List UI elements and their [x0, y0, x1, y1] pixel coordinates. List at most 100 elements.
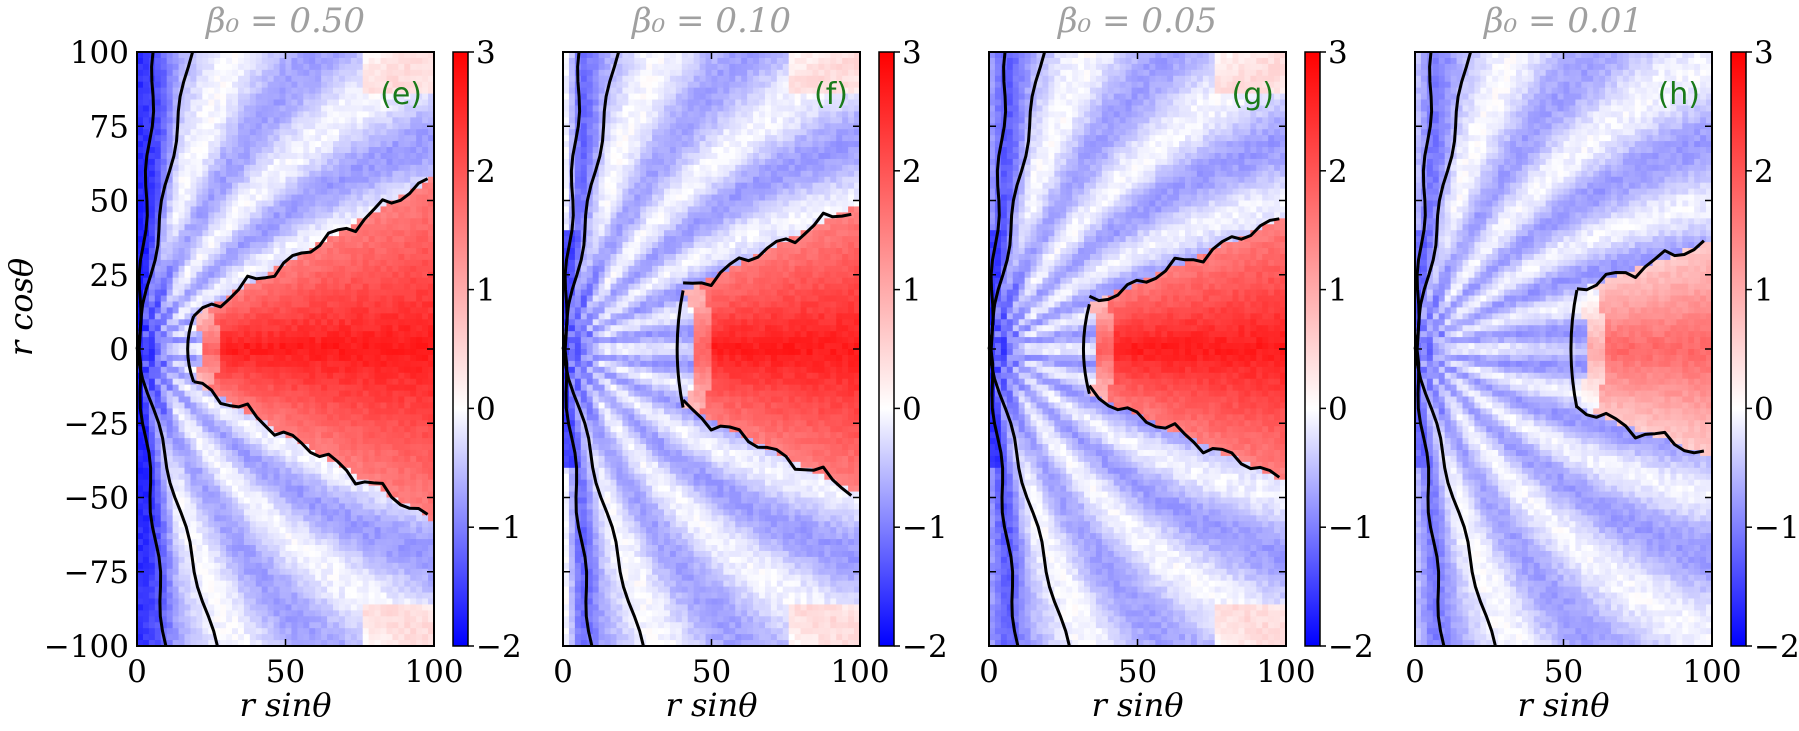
heatmap-cell — [369, 616, 376, 623]
heatmap-cell — [404, 539, 411, 546]
heatmap-cell — [297, 82, 304, 89]
heatmap-cell — [303, 521, 310, 528]
heatmap-cell — [363, 278, 370, 285]
heatmap-cell — [173, 272, 180, 279]
heatmap-cell — [357, 492, 364, 499]
heatmap-cell — [303, 355, 310, 362]
heatmap-cell — [226, 533, 233, 540]
heatmap-cell — [309, 498, 316, 505]
heatmap-cell — [297, 539, 304, 546]
heatmap-cell — [202, 123, 209, 130]
heatmap-cell — [196, 153, 203, 160]
heatmap-cell — [185, 272, 192, 279]
heatmap-cell — [280, 278, 287, 285]
heatmap-cell — [297, 426, 304, 433]
heatmap-cell — [327, 581, 334, 588]
heatmap-cell — [220, 432, 227, 439]
heatmap-cell — [262, 105, 269, 112]
heatmap-cell — [315, 557, 322, 564]
heatmap-cell — [392, 355, 399, 362]
heatmap-cell — [161, 135, 168, 142]
heatmap-cell — [297, 212, 304, 219]
heatmap-cell — [256, 486, 263, 493]
heatmap-cell — [208, 153, 215, 160]
heatmap-cell — [214, 367, 221, 374]
heatmap-cell — [250, 337, 257, 344]
heatmap-cell — [369, 313, 376, 320]
heatmap-cell — [250, 88, 257, 95]
heatmap-cell — [226, 569, 233, 576]
heatmap-cell — [416, 301, 423, 308]
heatmap-cell — [244, 361, 251, 368]
heatmap-cell — [268, 218, 275, 225]
heatmap-cell — [333, 111, 340, 118]
heatmap-cell — [315, 123, 322, 130]
heatmap-cell — [179, 385, 186, 392]
heatmap-cell — [238, 581, 245, 588]
heatmap-cell — [375, 123, 382, 130]
heatmap-cell — [196, 58, 203, 65]
heatmap-cell — [214, 450, 221, 457]
heatmap-cell — [280, 105, 287, 112]
heatmap-cell — [297, 177, 304, 184]
heatmap-cell — [315, 569, 322, 576]
heatmap-cell — [167, 272, 174, 279]
heatmap-cell — [268, 212, 275, 219]
heatmap-cell — [381, 426, 388, 433]
heatmap-cell — [220, 355, 227, 362]
heatmap-cell — [232, 88, 239, 95]
heatmap-cell — [244, 141, 251, 148]
heatmap-cell — [202, 272, 209, 279]
heatmap-cell — [173, 195, 180, 202]
heatmap-cell — [214, 557, 221, 564]
heatmap-cell — [410, 260, 417, 267]
heatmap-cell — [327, 105, 334, 112]
heatmap-cell — [256, 189, 263, 196]
heatmap-cell — [286, 587, 293, 594]
heatmap-cell — [291, 76, 298, 83]
heatmap-cell — [173, 462, 180, 469]
heatmap-cell — [286, 402, 293, 409]
heatmap-cell — [404, 141, 411, 148]
heatmap-cell — [185, 557, 192, 564]
heatmap-cell — [149, 355, 156, 362]
heatmap-cell — [286, 117, 293, 124]
heatmap-cell — [291, 581, 298, 588]
heatmap-cell — [202, 177, 209, 184]
heatmap-cell — [297, 492, 304, 499]
heatmap-cell — [226, 206, 233, 213]
heatmap-cell — [250, 492, 257, 499]
heatmap-cell — [345, 135, 352, 142]
heatmap-cell — [410, 515, 417, 522]
heatmap-cell — [226, 135, 233, 142]
heatmap-cell — [422, 397, 429, 404]
heatmap-cell — [179, 462, 186, 469]
heatmap-cell — [321, 598, 328, 605]
heatmap-cell — [291, 414, 298, 421]
heatmap-cell — [220, 581, 227, 588]
heatmap-cell — [363, 349, 370, 356]
heatmap-cell — [363, 521, 370, 528]
heatmap-cell — [161, 367, 168, 374]
heatmap-cell — [244, 616, 251, 623]
heatmap-cell — [315, 634, 322, 641]
heatmap-cell — [375, 212, 382, 219]
heatmap-cell — [208, 604, 215, 611]
heatmap-cell — [196, 218, 203, 225]
heatmap-cell — [256, 628, 263, 635]
heatmap-cell — [286, 444, 293, 451]
heatmap-cell — [381, 189, 388, 196]
heatmap-cell — [238, 533, 245, 540]
heatmap-cell — [381, 254, 388, 261]
heatmap-cell — [297, 414, 304, 421]
heatmap-cell — [339, 331, 346, 338]
heatmap-cell — [149, 575, 156, 582]
heatmap-cell — [268, 254, 275, 261]
heatmap-cell — [238, 100, 245, 107]
heatmap-cell — [291, 539, 298, 546]
heatmap-cell — [274, 420, 281, 427]
heatmap-cell — [404, 296, 411, 303]
heatmap-cell — [333, 343, 340, 350]
heatmap-cell — [327, 248, 334, 255]
heatmap-cell — [238, 557, 245, 564]
